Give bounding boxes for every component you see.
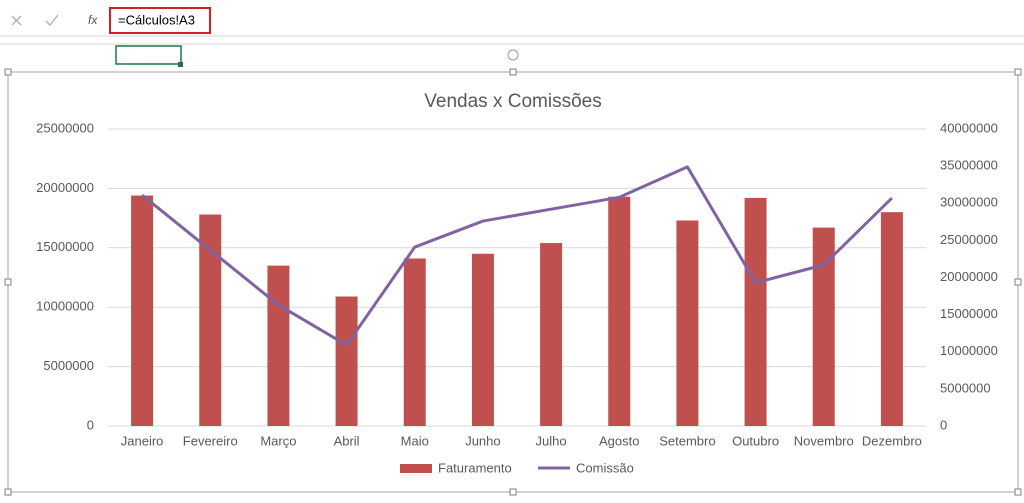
x-tick-label: Agosto <box>599 433 639 448</box>
y2-tick-label: 10000000 <box>940 343 998 358</box>
legend-label: Comissão <box>576 460 634 475</box>
y-tick-label: 25000000 <box>36 120 94 135</box>
y2-tick-label: 30000000 <box>940 195 998 210</box>
y-tick-label: 20000000 <box>36 180 94 195</box>
bar <box>812 227 835 426</box>
x-tick-label: Maio <box>401 433 429 448</box>
cell-selection[interactable] <box>115 45 182 65</box>
bar <box>403 258 426 426</box>
formula-text: =Cálculos!A3 <box>118 12 195 27</box>
rotate-handle[interactable] <box>507 49 519 61</box>
bar <box>335 296 358 426</box>
selection-handles <box>4 68 1022 496</box>
x-tick-label: Março <box>260 433 296 448</box>
bar <box>608 196 631 426</box>
y-tick-label: 5000000 <box>43 358 94 373</box>
cancel-button[interactable] <box>11 15 22 26</box>
y2-tick-label: 5000000 <box>940 380 991 395</box>
x-tick-label: Julho <box>536 433 567 448</box>
bar <box>744 197 767 426</box>
bar <box>540 243 563 426</box>
y2-tick-label: 15000000 <box>940 306 998 321</box>
legend-label: Faturamento <box>438 460 512 475</box>
formula-input[interactable] <box>109 7 211 34</box>
x-tick-label: Fevereiro <box>183 433 238 448</box>
line <box>141 165 893 347</box>
bar <box>676 220 699 426</box>
x-tick-label: Setembro <box>659 433 715 448</box>
bar <box>199 214 222 426</box>
function-button[interactable]: fx <box>88 13 98 27</box>
y2-tick-label: 0 <box>940 417 947 432</box>
chart-frame[interactable] <box>7 71 1019 493</box>
legend-swatch <box>400 464 432 473</box>
y-tick-label: 0 <box>87 417 94 432</box>
x-tick-label: Janeiro <box>121 433 164 448</box>
y2-tick-label: 25000000 <box>940 232 998 247</box>
bar <box>471 253 494 426</box>
bar <box>880 212 903 426</box>
y2-tick-label: 40000000 <box>940 120 998 135</box>
x-tick-label: Novembro <box>794 433 854 448</box>
fill-handle[interactable] <box>178 62 183 67</box>
y-tick-label: 15000000 <box>36 239 94 254</box>
y2-tick-label: 35000000 <box>940 158 998 173</box>
x-tick-label: Junho <box>465 433 500 448</box>
bar <box>131 195 154 426</box>
x-tick-label: Outubro <box>732 433 779 448</box>
enter-button[interactable] <box>45 14 59 26</box>
y2-tick-label: 20000000 <box>940 269 998 284</box>
bar <box>267 265 290 426</box>
x-tick-label: Dezembro <box>862 433 922 448</box>
y-tick-label: 10000000 <box>36 299 94 314</box>
chart-title: Vendas x Comissões <box>424 91 601 112</box>
x-tick-label: Abril <box>334 433 360 448</box>
